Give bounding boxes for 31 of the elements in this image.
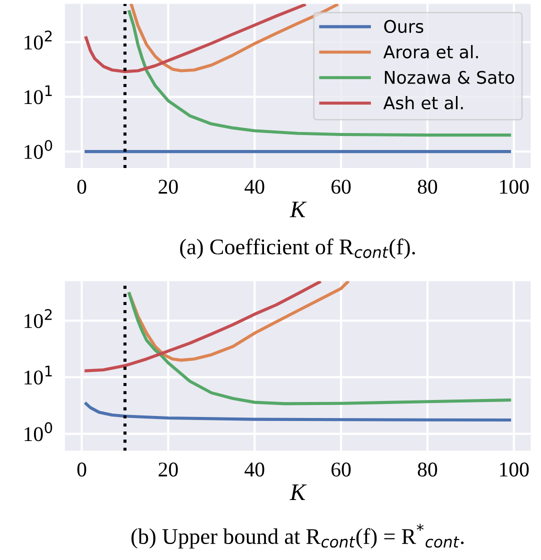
y-tick-label: 10$^{1}$ (24, 85, 52, 104)
y-tick-label: 10$^{2}$ (24, 309, 52, 328)
x-tick-label: 0 (77, 180, 86, 194)
legend-label: Arora et al. (383, 45, 478, 58)
x-tick-label: 80 (418, 462, 438, 477)
y-tick-label: 10$^{0}$ (24, 422, 52, 442)
legend-label: Ash et al. (383, 96, 463, 110)
legend-label: Nozawa & Sato (384, 70, 514, 84)
x-tick-label: 60 (332, 462, 351, 477)
line-series (84, 281, 321, 372)
line-series (130, 4, 338, 72)
x-tick-label: 100 (500, 180, 529, 194)
line-series (128, 292, 512, 406)
x-axis-title: K (290, 484, 307, 500)
y-tick-label: 10$^{2}$ (24, 30, 52, 50)
x-tick-label: 100 (500, 462, 529, 477)
y-tick-label: 10$^{0}$ (24, 140, 52, 159)
x-tick-label: 60 (332, 180, 351, 194)
line-series (84, 402, 512, 422)
x-tick-label: 0 (77, 462, 86, 477)
x-tick-label: 80 (418, 180, 438, 194)
text: (b) Upper bound at R$_{cont}$(f) = R$^{*}$$_{cont}$. (131, 524, 464, 549)
y-tick-label: 10$^{1}$ (24, 366, 52, 385)
text: (a) Coefficient of R$_{cont}$(f). (180, 238, 415, 259)
legend-label: Ours (384, 20, 424, 33)
x-tick-label: 20 (158, 180, 178, 194)
x-tick-label: 20 (158, 462, 178, 477)
line-series (84, 4, 306, 74)
x-tick-label: 40 (244, 180, 264, 194)
x-axis-title: K (290, 202, 307, 218)
x-tick-label: 40 (244, 462, 264, 477)
